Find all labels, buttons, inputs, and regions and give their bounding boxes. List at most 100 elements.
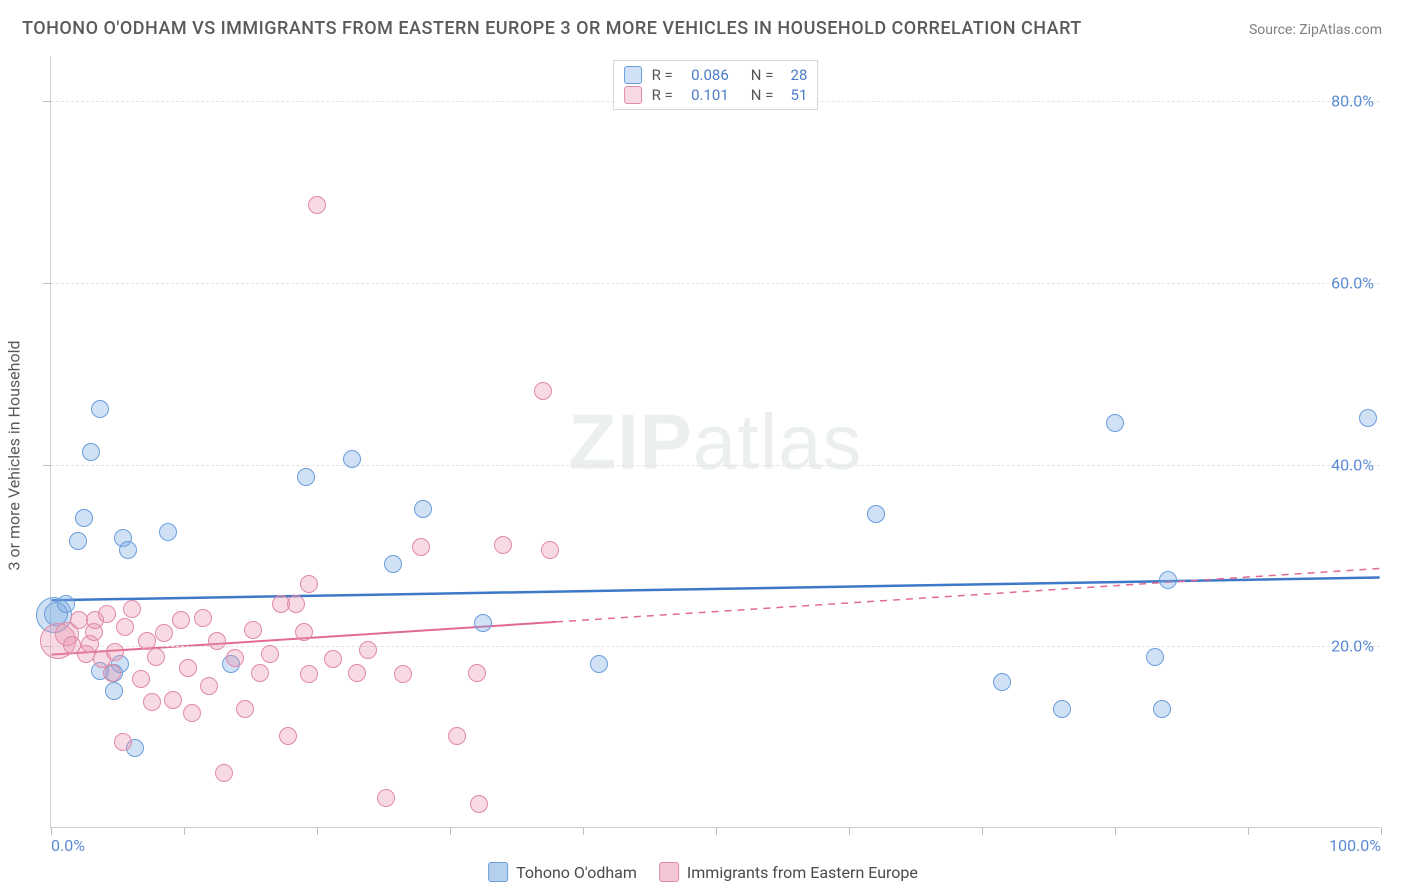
xtick bbox=[982, 827, 983, 835]
legend-swatch bbox=[488, 862, 508, 882]
ytick-label: 20.0% bbox=[1331, 637, 1374, 656]
stats-legend-row: R =0.086N =28 bbox=[624, 65, 808, 85]
xtick bbox=[51, 827, 52, 835]
point-series-b bbox=[295, 623, 313, 641]
point-series-a bbox=[590, 655, 608, 673]
point-series-a bbox=[1159, 571, 1177, 589]
xtick bbox=[583, 827, 584, 835]
point-series-b bbox=[287, 595, 305, 613]
point-series-a bbox=[119, 541, 137, 559]
point-series-b bbox=[123, 600, 141, 618]
point-series-a bbox=[414, 500, 432, 518]
point-series-a bbox=[91, 400, 109, 418]
point-series-b bbox=[300, 575, 318, 593]
ytick-label: 80.0% bbox=[1331, 92, 1374, 111]
watermark: ZIPatlas bbox=[568, 396, 862, 487]
point-series-b bbox=[226, 649, 244, 667]
point-series-a bbox=[297, 468, 315, 486]
series-legend-item: Tohono O'odham bbox=[488, 862, 637, 882]
point-series-b bbox=[412, 538, 430, 556]
point-series-a bbox=[82, 443, 100, 461]
point-series-b bbox=[143, 693, 161, 711]
point-series-b bbox=[98, 605, 116, 623]
ytick bbox=[43, 101, 51, 102]
point-series-a bbox=[343, 450, 361, 468]
point-series-b bbox=[300, 665, 318, 683]
point-series-b bbox=[279, 727, 297, 745]
point-series-b bbox=[106, 643, 124, 661]
point-series-b bbox=[116, 618, 134, 636]
source-attribution: Source: ZipAtlas.com bbox=[1249, 22, 1382, 38]
ytick-label: 60.0% bbox=[1331, 274, 1374, 293]
point-series-b bbox=[200, 677, 218, 695]
xtick bbox=[849, 827, 850, 835]
y-axis-label: 3 or more Vehicles in Household bbox=[5, 340, 24, 570]
point-series-b bbox=[172, 611, 190, 629]
point-series-a bbox=[105, 682, 123, 700]
stat-r-label: R = bbox=[652, 86, 673, 104]
point-series-a bbox=[1359, 409, 1377, 427]
point-series-a bbox=[57, 595, 75, 613]
point-series-b bbox=[308, 196, 326, 214]
point-series-b bbox=[448, 727, 466, 745]
stats-legend-row: R = 0.101 N = 51 bbox=[624, 85, 808, 105]
xtick bbox=[184, 827, 185, 835]
point-series-a bbox=[75, 509, 93, 527]
legend-swatch bbox=[659, 862, 679, 882]
stat-r-value: 0.101 bbox=[681, 86, 729, 104]
point-series-a bbox=[1106, 414, 1124, 432]
point-series-b bbox=[348, 664, 366, 682]
point-series-a bbox=[1053, 700, 1071, 718]
stat-n-label: N = bbox=[751, 86, 774, 104]
point-series-b bbox=[324, 650, 342, 668]
point-series-b bbox=[132, 670, 150, 688]
point-series-b bbox=[147, 648, 165, 666]
xtick bbox=[450, 827, 451, 835]
point-series-b bbox=[534, 382, 552, 400]
gridline-h bbox=[51, 465, 1380, 466]
chart-title: TOHONO O'ODHAM VS IMMIGRANTS FROM EASTER… bbox=[22, 18, 1082, 39]
series-legend-label: Immigrants from Eastern Europe bbox=[687, 863, 918, 882]
point-series-b bbox=[394, 665, 412, 683]
point-series-b bbox=[494, 536, 512, 554]
xtick bbox=[1381, 827, 1382, 835]
ytick bbox=[43, 283, 51, 284]
xtick bbox=[716, 827, 717, 835]
point-series-b bbox=[215, 764, 233, 782]
stat-n-label: N = bbox=[751, 66, 774, 84]
series-legend: Tohono O'odham Immigrants from Eastern Eu… bbox=[488, 862, 918, 882]
stat-n-value: 51 bbox=[781, 86, 807, 104]
point-series-b bbox=[194, 609, 212, 627]
ytick-label: 40.0% bbox=[1331, 455, 1374, 474]
scatter-plot-area: ZIPatlas R =0.086N =28R =0.101N =51 20.0… bbox=[50, 56, 1380, 828]
point-series-b bbox=[236, 700, 254, 718]
point-series-b bbox=[164, 691, 182, 709]
gridline-h bbox=[51, 283, 1380, 284]
point-series-b bbox=[179, 659, 197, 677]
ytick bbox=[43, 465, 51, 466]
series-legend-label: Tohono O'odham bbox=[516, 863, 637, 882]
point-series-a bbox=[993, 673, 1011, 691]
point-series-b bbox=[377, 789, 395, 807]
point-series-a bbox=[384, 555, 402, 573]
point-series-b bbox=[208, 632, 226, 650]
point-series-a bbox=[867, 505, 885, 523]
series-legend-item: Immigrants from Eastern Europe bbox=[659, 862, 918, 882]
point-series-a bbox=[1146, 648, 1164, 666]
point-series-a bbox=[1153, 700, 1171, 718]
point-series-a bbox=[69, 532, 87, 550]
xtick bbox=[1115, 827, 1116, 835]
point-series-b bbox=[114, 733, 132, 751]
stat-r-value: 0.086 bbox=[681, 66, 729, 84]
point-series-b bbox=[155, 624, 173, 642]
xtick bbox=[1248, 827, 1249, 835]
point-series-b bbox=[261, 645, 279, 663]
point-series-b bbox=[468, 664, 486, 682]
point-series-b bbox=[138, 632, 156, 650]
stat-r-label: R = bbox=[652, 66, 673, 84]
point-series-b bbox=[183, 704, 201, 722]
point-series-b bbox=[244, 621, 262, 639]
gridline-h bbox=[51, 646, 1380, 647]
legend-swatch bbox=[624, 66, 642, 84]
point-series-b bbox=[103, 664, 121, 682]
